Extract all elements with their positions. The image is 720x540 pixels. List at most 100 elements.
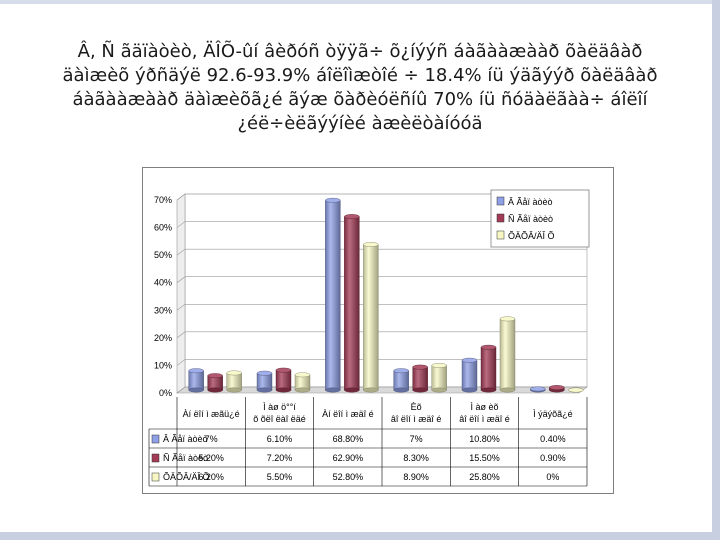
bar-cap <box>226 370 242 376</box>
y-tick-label: 0% <box>159 388 172 398</box>
data-label: 8.30% <box>403 453 429 463</box>
bar <box>480 347 497 391</box>
bar-base <box>256 387 273 393</box>
gridline <box>176 248 587 256</box>
y-tick-label: 50% <box>154 250 172 260</box>
gridline <box>176 331 587 339</box>
data-label: 8.90% <box>403 472 429 482</box>
data-label: 0.40% <box>540 434 566 444</box>
data-label: 0% <box>546 472 559 482</box>
bar <box>363 244 379 391</box>
x-category-label: Èõ <box>411 402 422 412</box>
bar-base <box>226 387 242 393</box>
table-series-name: Â Ãåï àòèò <box>163 434 208 444</box>
data-label: 0.90% <box>540 453 566 463</box>
legend-swatch <box>496 230 505 240</box>
data-label: 6.10% <box>267 434 293 444</box>
bar-cap <box>256 370 273 376</box>
bar <box>344 216 360 391</box>
table-series-swatch <box>151 434 160 444</box>
bar-base <box>412 387 428 393</box>
bar-cap <box>325 197 341 203</box>
bar <box>499 318 516 391</box>
bar <box>226 372 242 391</box>
table-series-name: Ñ Ãåï àòèò <box>163 453 208 463</box>
table-series-name: ÕÄÕÂ/ÄÎ Õ <box>163 472 210 482</box>
bar-base <box>207 387 223 393</box>
legend-box <box>490 189 590 248</box>
bar-cap <box>412 364 428 370</box>
legend-label: ÕÄÕÂ/ÄÎ Õ <box>508 231 555 241</box>
chart-container: 0% 10% 20% 30% 40% 50% 60% 70% Â Ãåï àòèò Ñ Ãåï à… <box>142 167 614 494</box>
bar-base <box>480 387 497 393</box>
y-tick-label: 20% <box>154 333 172 343</box>
gridline <box>176 303 587 311</box>
bar <box>275 369 292 391</box>
bar-cap <box>549 385 565 390</box>
data-label: 62.90% <box>333 453 364 463</box>
bar-chart: 0% 10% 20% 30% 40% 50% 60% 70% Â Ãåï àòèò Ñ Ãåï à… <box>148 189 590 487</box>
y-tick-label: 40% <box>154 278 172 288</box>
legend-swatch <box>496 213 505 223</box>
bar <box>256 372 273 391</box>
data-label: 5.50% <box>267 472 293 482</box>
bar-cap <box>568 387 584 393</box>
data-label: 25.80% <box>469 472 500 482</box>
data-label: 5.20% <box>198 453 224 463</box>
bar-base <box>363 387 379 393</box>
slide-title: Â, Ñ ãäïàòèò, ÄÎÕ-ûí âèðóñ òÿÿã÷ õ¿íýýñ … <box>40 40 680 136</box>
title-line: Â, Ñ ãäïàòèò, ÄÎÕ-ûí âèðóñ òÿÿã÷ õ¿íýýñ … <box>77 41 643 62</box>
bar-base <box>275 387 292 393</box>
data-label: 15.50% <box>469 453 500 463</box>
gridline <box>176 276 587 283</box>
title-line: ¿éë÷èëãýýíèé àæèëòàíóóä <box>237 113 483 134</box>
bar <box>325 200 341 391</box>
bar-cap <box>461 357 478 363</box>
data-label: 10.80% <box>469 434 500 444</box>
bar-base <box>499 387 516 393</box>
bar <box>393 370 409 391</box>
bar-cap <box>188 368 204 374</box>
bar-base <box>461 387 478 393</box>
bar-cap <box>294 372 311 378</box>
bar-base <box>325 387 341 393</box>
bar-cap <box>499 316 516 322</box>
x-category-label: âî ëîí ì æäî é <box>391 414 442 424</box>
bar <box>461 360 478 391</box>
bar <box>431 365 447 391</box>
table-series-swatch <box>151 472 160 482</box>
data-label: 52.80% <box>333 472 364 482</box>
y-tick-label: 10% <box>154 360 172 370</box>
table-series-swatch <box>151 453 160 463</box>
gridline <box>176 221 587 228</box>
gridline <box>176 386 587 394</box>
data-label: 6.20% <box>198 472 224 482</box>
data-label: 7% <box>205 434 218 444</box>
x-category-label: Àí ëîí ì æãü¿é <box>183 409 240 419</box>
title-line: äàìæèõ ýðñäýë 92.6-93.9% áîëîìæòîé ÷ 18.… <box>62 65 658 86</box>
bar-cap <box>207 373 223 379</box>
x-category-label: Ì ýäýõã¿é <box>533 409 573 419</box>
legend-label: Â Ãåï àòèò <box>508 197 553 207</box>
data-label: 68.80% <box>333 434 364 444</box>
data-label: 7% <box>410 434 423 444</box>
bar-cap <box>344 214 360 219</box>
bar-base <box>344 387 360 393</box>
x-category-label: âî ëîí ì æäî é <box>459 414 510 424</box>
legend-swatch <box>496 196 505 206</box>
y-tick-label: 70% <box>154 195 172 205</box>
bar-cap <box>480 344 497 350</box>
title-line: áàãààæààð äàìæèõã¿é ãýæ õàðèóëñíû 70% íü… <box>72 89 648 110</box>
bar <box>412 366 428 391</box>
x-category-label: Ì àø ö°°í <box>263 402 296 412</box>
y-tick-label: 60% <box>154 223 172 233</box>
gridline <box>176 359 587 366</box>
gridline <box>176 193 587 201</box>
bar-base <box>431 387 447 393</box>
bar-cap <box>363 242 379 247</box>
data-label: 7.20% <box>267 453 293 463</box>
plot-side-wall <box>176 193 186 394</box>
slide-top-accent <box>0 0 720 4</box>
bar-cap <box>530 386 546 392</box>
bar-base <box>294 387 311 393</box>
